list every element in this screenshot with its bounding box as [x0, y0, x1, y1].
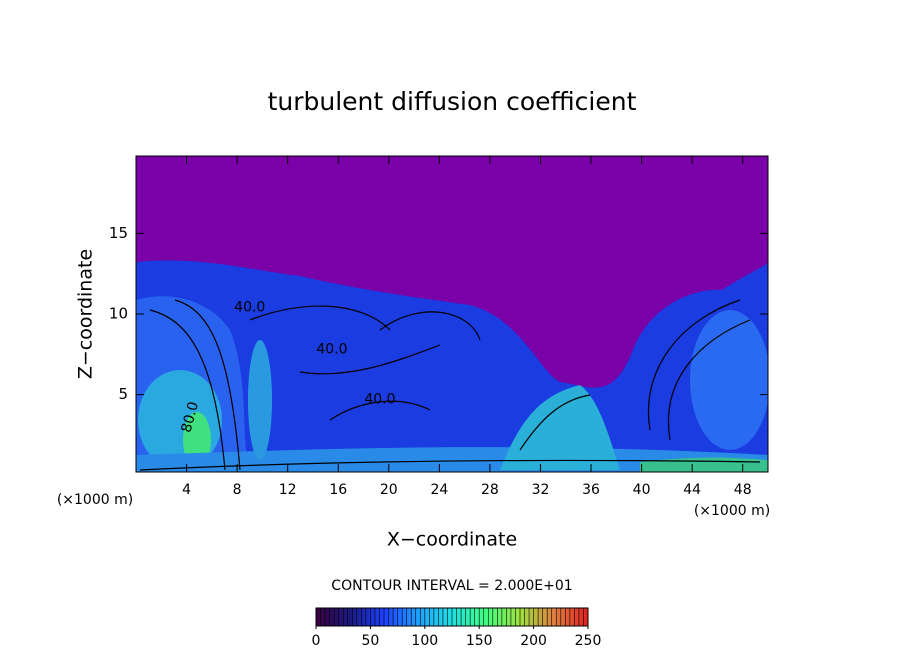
x-unit-label: (×1000 m) [694, 503, 770, 519]
chart-title: turbulent diffusion coefficient [268, 87, 637, 116]
y-tick-label: 15 [109, 224, 128, 242]
x-axis-label: X−coordinate [387, 529, 517, 551]
y-tick-label: 10 [109, 305, 128, 323]
x-tick-label: 12 [279, 482, 297, 498]
contour-label: 40.0 [234, 300, 265, 316]
colorbar-tick-label: 50 [361, 633, 379, 649]
colorbar-tick-label: 0 [312, 633, 321, 649]
x-tick-label: 24 [430, 482, 448, 498]
x-tick-label: 36 [582, 482, 600, 498]
x-tick-label: 4 [182, 482, 191, 498]
x-tick-label: 44 [683, 482, 701, 498]
contour-label: 40.0 [364, 391, 395, 407]
colorbar-tick-label: 150 [466, 633, 493, 649]
colorbar-tick-label: 100 [411, 633, 438, 649]
field [136, 156, 768, 472]
y-tick-label: 5 [118, 385, 128, 403]
contour-label: 40.0 [316, 341, 347, 357]
x-tick-label: 28 [481, 482, 499, 498]
contour-interval: CONTOUR INTERVAL = 2.000E+01 [331, 578, 572, 594]
x-tick-label: 20 [380, 482, 398, 498]
contour-label: 80.0 [179, 400, 203, 434]
x-tick-label: 8 [233, 482, 242, 498]
x-tick-label: 32 [532, 482, 550, 498]
x-tick-label: 16 [329, 482, 347, 498]
x-tick-label: 40 [633, 482, 651, 498]
y-unit-label: (×1000 m) [57, 492, 133, 508]
colorbar-tick-label: 200 [520, 633, 547, 649]
x-tick-label: 48 [734, 482, 752, 498]
colorbar-tick-label: 250 [575, 633, 602, 649]
y-axis-label: Z−coordinate [75, 249, 97, 379]
